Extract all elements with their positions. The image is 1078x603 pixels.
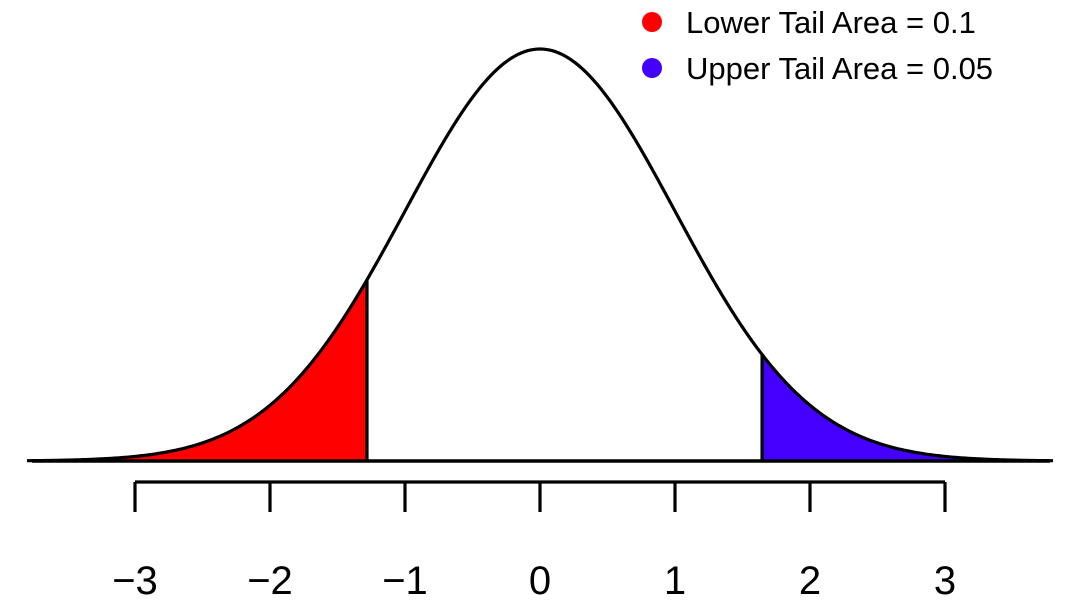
x-tick-label: −1 xyxy=(382,559,428,603)
density-curve xyxy=(26,47,1054,463)
legend-marker xyxy=(642,12,662,32)
legend-label: Upper Tail Area = 0.05 xyxy=(686,51,993,86)
x-tick-label: 1 xyxy=(664,559,686,603)
x-tick-label: −3 xyxy=(112,559,158,603)
upper-tail-area xyxy=(762,354,1053,461)
x-tick-label: 3 xyxy=(934,559,956,603)
x-tick-label: 2 xyxy=(799,559,821,603)
x-tick-label: −2 xyxy=(247,559,293,603)
x-axis: −3 −2 −1 0 1 2 3 xyxy=(112,480,956,603)
legend-label: Lower Tail Area = 0.1 xyxy=(686,5,976,40)
lower-tail-area xyxy=(27,279,367,461)
cutoff-lines xyxy=(365,279,764,461)
x-tick-label: 0 xyxy=(529,559,551,603)
tail-fills xyxy=(27,279,1053,461)
legend: Lower Tail Area = 0.1 Upper Tail Area = 0… xyxy=(642,5,993,86)
legend-marker xyxy=(642,58,662,78)
